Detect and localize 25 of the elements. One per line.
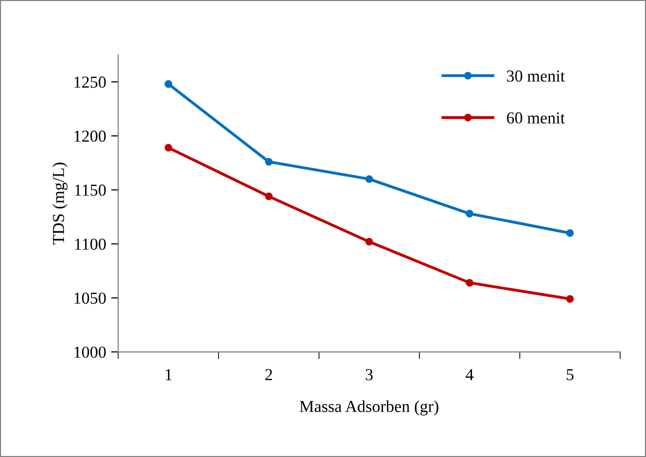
- legend-label: 30 menit: [507, 70, 565, 82]
- point: [566, 295, 574, 303]
- point: [365, 175, 374, 183]
- point: [466, 210, 474, 218]
- y-tick-label: 1250: [74, 76, 106, 88]
- point: [365, 238, 374, 246]
- y-tick-label: 1150: [75, 184, 106, 196]
- x-tick-label: 2: [265, 369, 272, 380]
- point: [264, 192, 273, 200]
- x-axis-title: Massa Adsorben (gr): [300, 400, 438, 416]
- legend-label: 60 menit: [506, 112, 565, 124]
- y-tick-label: 1050: [74, 292, 106, 304]
- x-tick-label: 1: [166, 369, 172, 380]
- x-tick-label: 3: [366, 369, 373, 380]
- point: [164, 80, 172, 88]
- y-axis-title: TDS (mg/L): [52, 162, 68, 244]
- y-tick-label: 1000: [74, 346, 106, 358]
- point: [466, 278, 474, 287]
- y-tick-label: 1100: [75, 238, 106, 250]
- x-tick-label: 4: [466, 369, 474, 380]
- point: [566, 229, 574, 237]
- point: [264, 158, 273, 166]
- y-tick-label: 1200: [74, 130, 106, 142]
- point: [164, 144, 172, 152]
- x-tick-label: 5: [566, 369, 574, 380]
